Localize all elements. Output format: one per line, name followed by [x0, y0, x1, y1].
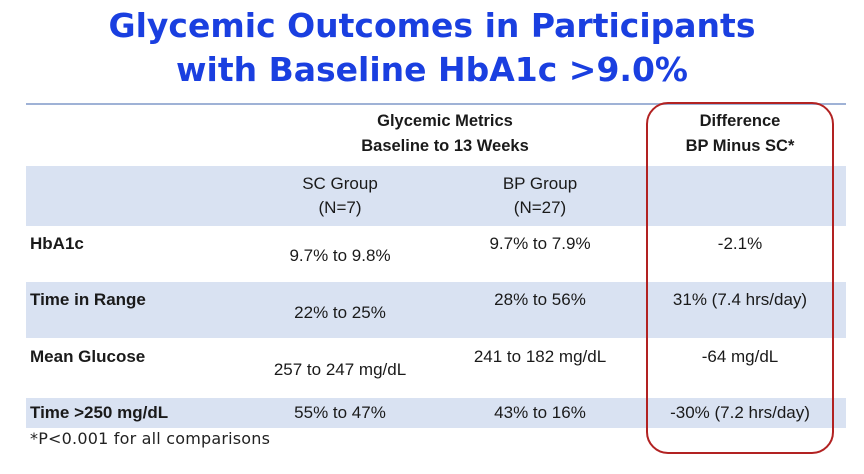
sc-group-n: (N=7)	[318, 198, 362, 217]
cell-hba1c-bp: 9.7% to 7.9%	[489, 234, 591, 253]
table-band-subheader	[26, 166, 846, 226]
cell-time-above-250-bp: 43% to 16%	[494, 403, 586, 422]
sc-group-name: SC Group	[302, 174, 378, 193]
cell-time-in-range-diff: 31% (7.4 hrs/day)	[672, 290, 808, 309]
glycemic-metrics-header-line-1: Glycemic Metrics	[377, 112, 513, 130]
difference-header: Difference BP Minus SC*	[646, 109, 834, 159]
cell-time-in-range-sc: 22% to 25%	[294, 303, 386, 322]
glycemic-metrics-header-line-2: Baseline to 13 Weeks	[361, 137, 529, 155]
difference-column-highlight	[646, 102, 834, 454]
cell-time-in-range-bp: 28% to 56%	[494, 290, 586, 309]
slide-title-line-1: Glycemic Outcomes in Participants	[108, 6, 756, 45]
cell-time-above-250-diff: -30% (7.2 hrs/day)	[670, 403, 810, 422]
glycemic-metrics-header: Glycemic Metrics Baseline to 13 Weeks	[300, 109, 590, 159]
table-band-time-in-range	[26, 282, 846, 338]
table-top-rule	[26, 103, 846, 105]
bp-group-n: (N=27)	[513, 198, 567, 217]
slide-title: Glycemic Outcomes in Participants with B…	[0, 4, 864, 92]
bp-group-header: BP Group (N=27)	[450, 172, 630, 220]
footnote: *P<0.001 for all comparisons	[30, 429, 271, 448]
slide-title-line-2: with Baseline HbA1c >9.0%	[176, 50, 688, 89]
cell-hba1c-sc: 9.7% to 9.8%	[289, 246, 391, 265]
row-label-time-above-250: Time >250 mg/dL	[30, 403, 169, 422]
sc-group-header: SC Group (N=7)	[250, 172, 430, 220]
row-label-mean-glucose: Mean Glucose	[30, 347, 146, 366]
cell-mean-glucose-diff: -64 mg/dL	[701, 347, 779, 366]
cell-time-above-250-sc: 55% to 47%	[294, 403, 386, 422]
cell-hba1c-diff: -2.1%	[717, 234, 763, 253]
cell-mean-glucose-bp: 241 to 182 mg/dL	[473, 347, 607, 366]
bp-group-name: BP Group	[502, 174, 578, 193]
cell-mean-glucose-sc: 257 to 247 mg/dL	[273, 360, 407, 379]
difference-header-line-2: BP Minus SC*	[685, 137, 795, 155]
difference-header-line-1: Difference	[699, 112, 781, 130]
row-label-hba1c: HbA1c	[30, 234, 84, 253]
row-label-time-in-range: Time in Range	[30, 290, 146, 309]
table-band-time-above-250	[26, 398, 846, 428]
